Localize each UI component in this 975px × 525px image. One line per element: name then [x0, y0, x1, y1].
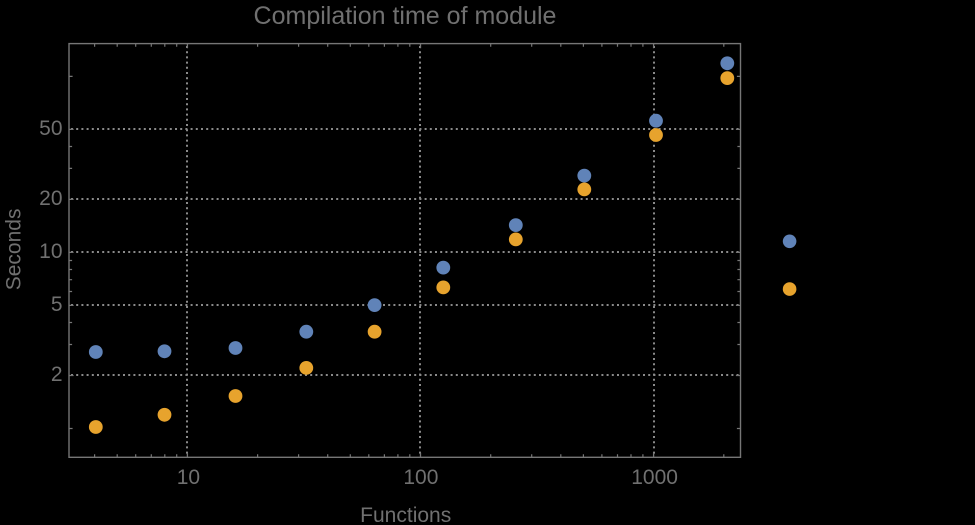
svg-text:1000: 1000: [631, 466, 678, 489]
svg-text:10: 10: [39, 240, 62, 263]
svg-text:10: 10: [177, 466, 200, 489]
svg-text:Compilation time of module: Compilation time of module: [254, 2, 557, 30]
svg-text:20: 20: [39, 187, 62, 210]
svg-text:2: 2: [51, 363, 63, 386]
svg-text:Functions: Functions: [360, 504, 451, 525]
svg-text:Seconds: Seconds: [3, 209, 26, 291]
svg-text:50: 50: [39, 117, 62, 140]
svg-text:100: 100: [403, 466, 438, 489]
svg-text:5: 5: [51, 293, 63, 316]
